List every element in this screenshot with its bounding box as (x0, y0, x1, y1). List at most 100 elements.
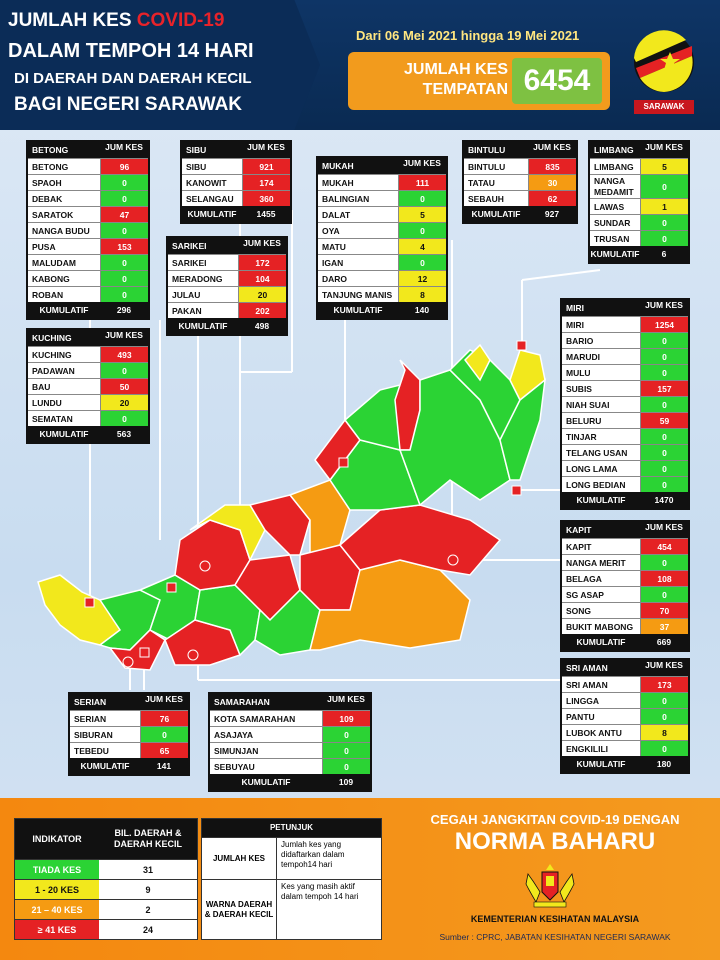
district-row: BARIO 0 (562, 332, 688, 348)
table-header: BINTULU JUM KES (464, 142, 576, 158)
indicator-row: ≥ 41 KES 24 (15, 919, 197, 939)
ministry-name: KEMENTERIAN KESIHATAN MALAYSIA (470, 914, 640, 924)
case-count: 5 (640, 159, 688, 174)
case-count: 0 (640, 349, 688, 364)
district-row: SONG 70 (562, 602, 688, 618)
district-row: BALINGIAN 0 (318, 190, 446, 206)
legend-row: JUMLAH KES Jumlah kes yang didaftarkan d… (202, 837, 381, 879)
total-cases-value: 6454 (512, 58, 602, 104)
district-row: SARIKEI 172 (168, 254, 286, 270)
table-limbang: LIMBANG JUM KES LIMBANG 5 NANGA MEDAMIT 0 LAWA… (588, 140, 690, 264)
district-name: LIMBANG (594, 162, 634, 172)
district-row: ENGKILILI 0 (562, 740, 688, 756)
case-count: 0 (640, 175, 688, 198)
cegah-text: CEGAH JANGKITAN COVID-19 DENGAN (430, 812, 680, 827)
cumulative-label: KUMULATIF (178, 321, 228, 331)
district-row: LIMBANG 5 (590, 158, 688, 174)
district-row: KUCHING 493 (28, 346, 148, 362)
column-header: JUM KES (105, 142, 143, 152)
case-count: 0 (640, 461, 688, 476)
district-row: NANGA BUDU 0 (28, 222, 148, 238)
district-name: LINGGA (566, 696, 600, 706)
cumulative-label: KUMULATIF (241, 777, 291, 787)
district-row: TANJUNG MANIS 8 (318, 286, 446, 302)
table-header: KUCHING JUM KES (28, 330, 148, 346)
case-count: 173 (640, 677, 688, 692)
district-name: ASAJAYA (214, 730, 254, 740)
legend-desc: Jumlah kes yang didaftarkan dalam tempoh… (276, 838, 381, 879)
district-row: LONG LAMA 0 (562, 460, 688, 476)
case-count: 70 (640, 603, 688, 618)
district-row: LUNDU 20 (28, 394, 148, 410)
case-count: 59 (640, 413, 688, 428)
case-count: 0 (322, 743, 370, 758)
indicator-range: 1 - 20 KES (15, 880, 99, 899)
district-name: SG ASAP (566, 590, 604, 600)
cumulative-row: KUMULATIF 141 (70, 758, 188, 774)
cumulative-value: 669 (656, 637, 672, 647)
sarawak-map (37, 210, 601, 690)
district-row: BELAGA 108 (562, 570, 688, 586)
cumulative-label: KUMULATIF (576, 759, 626, 769)
district-name: SEMATAN (32, 414, 73, 424)
district-name: BELURU (566, 416, 602, 426)
cumulative-value: 180 (656, 759, 672, 769)
case-count: 0 (640, 231, 688, 246)
district-name: MIRI (566, 320, 584, 330)
district-name: BINTULU (468, 162, 506, 172)
case-count: 0 (640, 741, 688, 756)
cumulative-row: KUMULATIF 669 (562, 634, 688, 650)
cumulative-value: 498 (254, 321, 270, 331)
table-samarahan: SAMARAHAN JUM KES KOTA SAMARAHAN 109 ASAJAYA… (208, 692, 372, 792)
case-count: 96 (100, 159, 148, 174)
district-row: SERIAN 76 (70, 710, 188, 726)
table-header: BETONG JUM KES (28, 142, 148, 158)
case-count: 62 (528, 191, 576, 206)
district-name: KABONG (32, 274, 70, 284)
total-cases-box: JUMLAH KES TEMPATAN 6454 (348, 52, 610, 110)
legend-term: WARNA DAERAH & DAERAH KECIL (204, 899, 274, 919)
column-header: JUM KES (105, 330, 143, 340)
case-count: 0 (100, 191, 148, 206)
district-row: LONG BEDIAN 0 (562, 476, 688, 492)
district-row: SELANGAU 360 (182, 190, 290, 206)
division-name: KUCHING (32, 333, 72, 343)
district-name: ROBAN (32, 290, 64, 300)
case-count: 65 (140, 743, 188, 758)
case-count: 0 (100, 175, 148, 190)
district-name: LAWAS (594, 202, 625, 212)
division-name: LIMBANG (594, 145, 634, 155)
table-header: SERIAN JUM KES (70, 694, 188, 710)
column-header: JUM KES (403, 158, 441, 168)
district-row: KAPIT 454 (562, 538, 688, 554)
district-name: MARUDI (566, 352, 600, 362)
cumulative-label: KUMULATIF (333, 305, 383, 315)
case-count: 8 (398, 287, 446, 302)
case-count: 0 (322, 759, 370, 774)
division-name: BETONG (32, 145, 69, 155)
district-row: LINGGA 0 (562, 692, 688, 708)
indicator-col-1: INDIKATOR (32, 834, 82, 844)
legend-desc: Kes yang masih aktif dalam tempoh 14 har… (276, 880, 381, 939)
district-row: SEMATAN 0 (28, 410, 148, 426)
title-line-2: DALAM TEMPOH 14 HARI (8, 40, 254, 62)
district-name: SRI AMAN (566, 680, 608, 690)
district-row: ASAJAYA 0 (210, 726, 370, 742)
district-name: SARIKEI (172, 258, 207, 268)
case-count: 37 (640, 619, 688, 634)
table-header: SARIKEI JUM KES (168, 238, 286, 254)
district-name: SEBAUH (468, 194, 504, 204)
district-row: NANGA MERIT 0 (562, 554, 688, 570)
indicator-range: ≥ 41 KES (15, 920, 99, 939)
district-row: KABONG 0 (28, 270, 148, 286)
district-name: MULU (566, 368, 591, 378)
district-name: PUSA (32, 242, 56, 252)
table-header: LIMBANG JUM KES (590, 142, 688, 158)
table-header: SAMARAHAN JUM KES (210, 694, 370, 710)
district-row: MIRI 1254 (562, 316, 688, 332)
title-line-3: DI DAERAH DAN DAERAH KECIL (14, 70, 252, 87)
cumulative-label: KUMULATIF (39, 429, 89, 439)
case-count: 0 (100, 411, 148, 426)
table-betong: BETONG JUM KES BETONG 96 SPAOH 0 DEBAK 0 SARATOK… (26, 140, 150, 320)
